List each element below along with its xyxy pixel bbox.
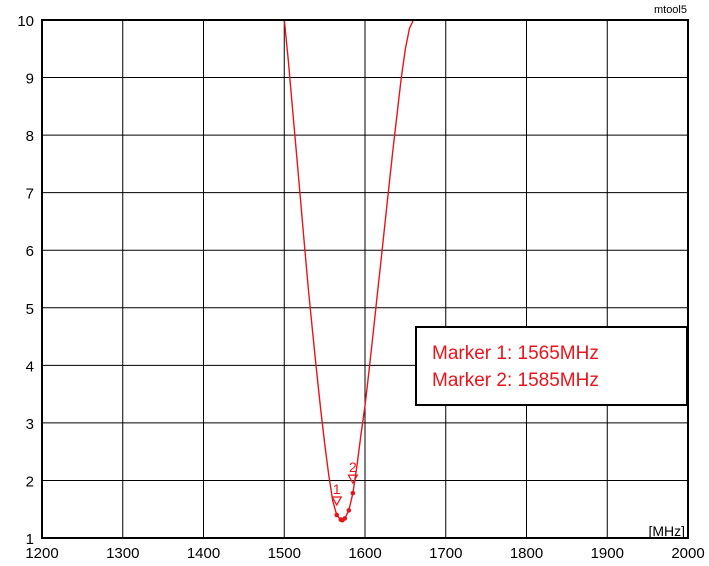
data-point: [346, 508, 352, 513]
legend-line-1: Marker 1: 1565MHz: [432, 343, 599, 364]
tool-label: mtool5: [654, 4, 687, 16]
x-tick-label: 1600: [348, 545, 381, 562]
series-line: [283, 19, 415, 521]
marker-label: 2: [349, 459, 357, 475]
x-tick-label: 2000: [671, 545, 704, 562]
x-tick-label: 1700: [429, 545, 462, 562]
legend-box: Marker 1: 1565MHz Marker 2: 1585MHz: [415, 326, 688, 406]
marker-label: 1: [333, 481, 341, 497]
trace-layer: [283, 19, 415, 523]
data-point: [350, 490, 356, 496]
marker-triangle: [331, 496, 343, 507]
x-tick-label: 1900: [591, 545, 624, 562]
y-tick-label: 6: [26, 243, 34, 260]
y-tick-label: 10: [17, 13, 34, 30]
y-tick-label: 8: [26, 128, 34, 145]
y-tick-label: 1: [26, 531, 34, 548]
y-tick-label: 4: [26, 358, 34, 375]
marker-layer: 12: [331, 459, 359, 507]
x-unit-label: [MHz]: [648, 523, 685, 539]
data-point: [334, 512, 340, 518]
y-tick-label: 5: [26, 301, 34, 318]
marker-triangle: [347, 474, 359, 485]
plot-frame: [41, 19, 689, 539]
y-tick-label: 7: [26, 186, 34, 203]
x-tick-label: 1200: [25, 545, 58, 562]
y-tick-label: 2: [26, 473, 34, 490]
x-tick-label: 1500: [268, 545, 301, 562]
legend-frame: [415, 326, 688, 406]
x-tick-label: 1300: [106, 545, 139, 562]
data-point: [342, 516, 348, 521]
x-tick-label: 1800: [510, 545, 543, 562]
legend-line-2: Marker 2: 1585MHz: [432, 370, 599, 391]
tick-labels: 1200 1300 1400 1500 1600 1700 1800 1900 20001234…: [17, 13, 704, 562]
y-tick-label: 3: [26, 416, 34, 433]
x-tick-label: 1400: [187, 545, 220, 562]
y-tick-label: 9: [26, 71, 34, 88]
